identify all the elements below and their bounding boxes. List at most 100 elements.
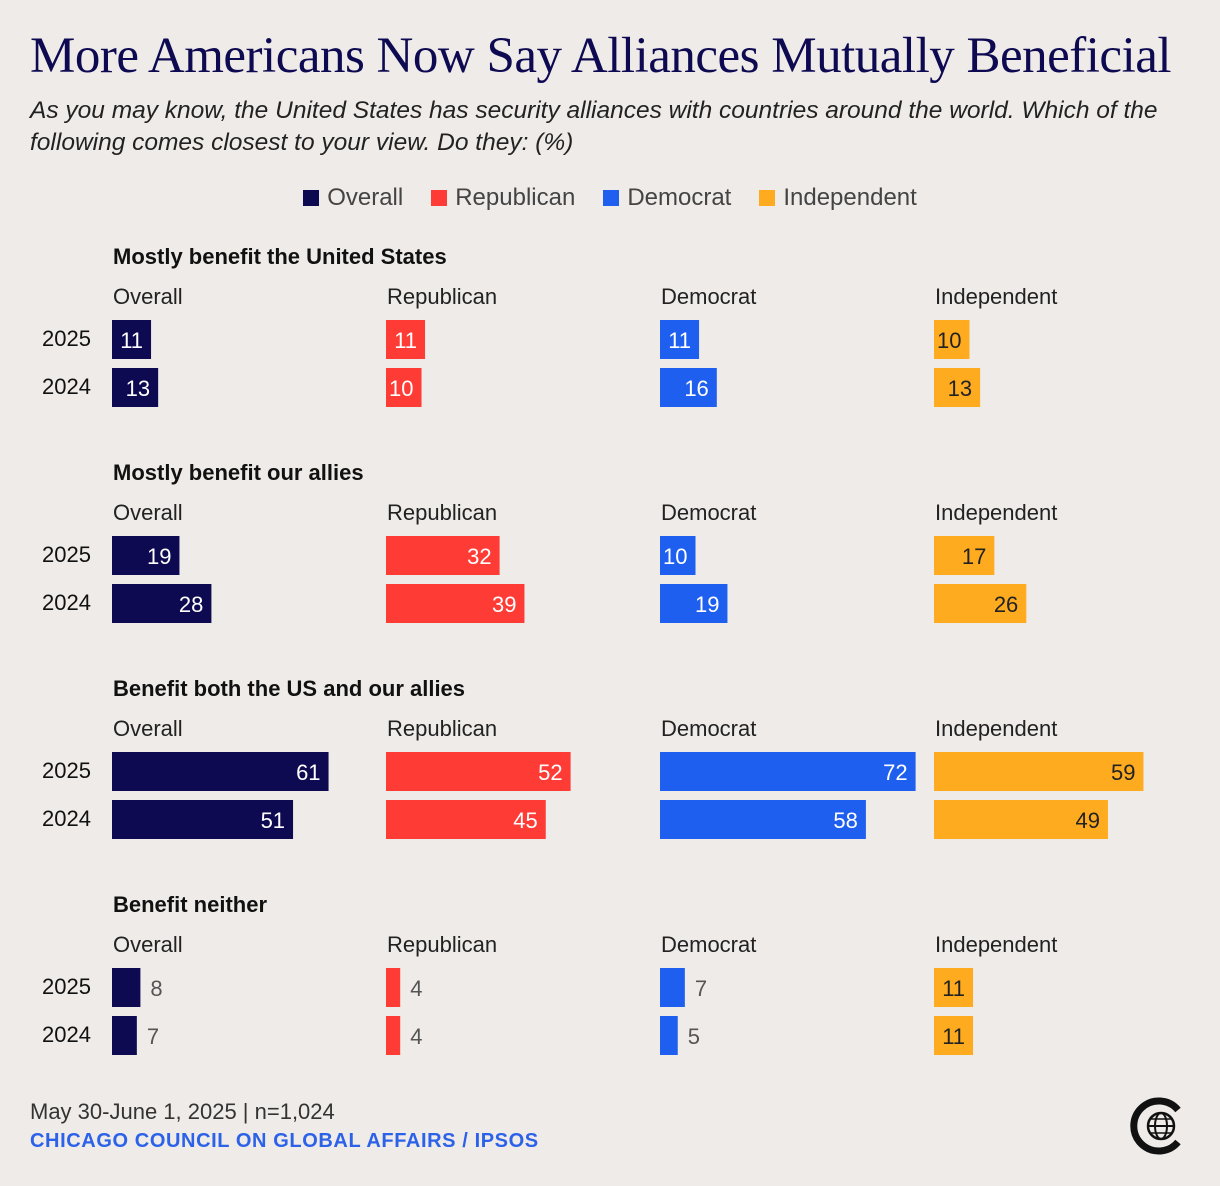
bar: [386, 800, 546, 839]
legend-item-overall: Overall: [303, 184, 403, 212]
group-label: Republican: [387, 716, 497, 741]
group-label: Overall: [113, 500, 183, 525]
group-label: Democrat: [661, 932, 756, 957]
data-label: 4: [410, 1024, 422, 1049]
data-label: 13: [126, 376, 150, 401]
bar: [660, 800, 866, 839]
bar: [934, 752, 1144, 791]
panel-title: Benefit neither: [113, 892, 267, 917]
chart-area: Mostly benefit the United States 2025 2024…: [42, 244, 1144, 1055]
globe-logo-icon: [1130, 1097, 1181, 1155]
bar: [660, 584, 728, 623]
data-label: 61: [296, 760, 320, 785]
bar: [112, 368, 159, 407]
legend-item-democrat: Democrat: [603, 184, 731, 212]
data-label: 52: [538, 760, 562, 785]
legend-label: Republican: [455, 184, 576, 211]
bar: [934, 1016, 974, 1055]
data-label: 11: [120, 328, 143, 353]
bar: [660, 752, 916, 791]
year-label: 2025: [42, 542, 91, 567]
legend: Overall Republican Democrat Independent: [0, 184, 1220, 212]
group-label: Overall: [113, 284, 183, 309]
bar: [934, 536, 995, 575]
data-label: 11: [668, 328, 691, 353]
data-label: 13: [948, 376, 972, 401]
data-label: 19: [695, 592, 719, 617]
bar: [660, 320, 700, 359]
footer-source: CHICAGO COUNCIL ON GLOBAL AFFAIRS / IPSO…: [30, 1130, 539, 1152]
bar: [386, 368, 422, 407]
year-label: 2025: [42, 974, 91, 999]
year-label: 2024: [42, 374, 91, 399]
group-label: Independent: [935, 284, 1057, 309]
data-label: 10: [663, 544, 687, 569]
bar: [386, 320, 426, 359]
data-label: 72: [883, 760, 907, 785]
bar: [934, 968, 974, 1007]
legend-item-independent: Independent: [759, 184, 917, 212]
data-label: 45: [513, 808, 537, 833]
data-label: 11: [394, 328, 417, 353]
bar: [112, 536, 180, 575]
year-label: 2024: [42, 590, 91, 615]
year-label: 2025: [42, 758, 91, 783]
footer-date-sample: May 30-June 1, 2025 | n=1,024: [30, 1099, 335, 1124]
data-label: 51: [261, 808, 285, 833]
data-label: 5: [688, 1024, 700, 1049]
group-label: Democrat: [661, 284, 756, 309]
data-label: 59: [1111, 760, 1135, 785]
data-label: 19: [147, 544, 171, 569]
bar: [386, 752, 571, 791]
data-label: 26: [994, 592, 1018, 617]
chart-title: More Americans Now Say Alliances Mutuall…: [30, 28, 1172, 84]
data-label: 10: [937, 328, 961, 353]
legend-label: Overall: [327, 184, 404, 211]
bar: [112, 800, 294, 839]
panel-title: Benefit both the US and our allies: [113, 676, 465, 701]
panel-title: Mostly benefit our allies: [113, 460, 364, 485]
legend-swatch: [431, 190, 448, 206]
year-label: 2024: [42, 1022, 91, 1047]
bar: [660, 368, 717, 407]
group-label: Overall: [113, 932, 183, 957]
group-label: Independent: [935, 500, 1057, 525]
group-label: Independent: [935, 716, 1057, 741]
bar: [934, 800, 1108, 839]
bar: [386, 1016, 401, 1055]
bar: [386, 584, 525, 623]
bar: [386, 536, 500, 575]
legend-swatch: [603, 190, 620, 206]
bar: [934, 368, 981, 407]
group-label: Democrat: [661, 716, 756, 741]
bar: [934, 584, 1027, 623]
data-label: 8: [150, 976, 162, 1001]
chart-subtitle: As you may know, the United States has s…: [30, 97, 1158, 156]
bar: [112, 968, 141, 1007]
year-label: 2024: [42, 806, 91, 831]
data-label: 11: [942, 976, 965, 1001]
group-label: Republican: [387, 500, 497, 525]
data-label: 28: [179, 592, 203, 617]
legend-label: Independent: [783, 184, 917, 211]
group-label: Democrat: [661, 500, 756, 525]
bar: [660, 1016, 678, 1055]
bar: [112, 752, 329, 791]
panel-title: Mostly benefit the United States: [113, 244, 447, 269]
bar: [660, 536, 696, 575]
bar: [112, 1016, 137, 1055]
data-label: 16: [684, 376, 708, 401]
group-label: Independent: [935, 932, 1057, 957]
data-label: 4: [410, 976, 422, 1001]
legend-item-republican: Republican: [431, 184, 575, 212]
year-label: 2025: [42, 326, 91, 351]
data-label: 10: [389, 376, 413, 401]
data-label: 7: [147, 1024, 159, 1049]
data-label: 39: [492, 592, 516, 617]
bar: [660, 968, 685, 1007]
data-label: 17: [962, 544, 986, 569]
data-label: 58: [833, 808, 857, 833]
legend-swatch: [759, 190, 776, 206]
bar: [386, 968, 401, 1007]
bar: [112, 320, 152, 359]
